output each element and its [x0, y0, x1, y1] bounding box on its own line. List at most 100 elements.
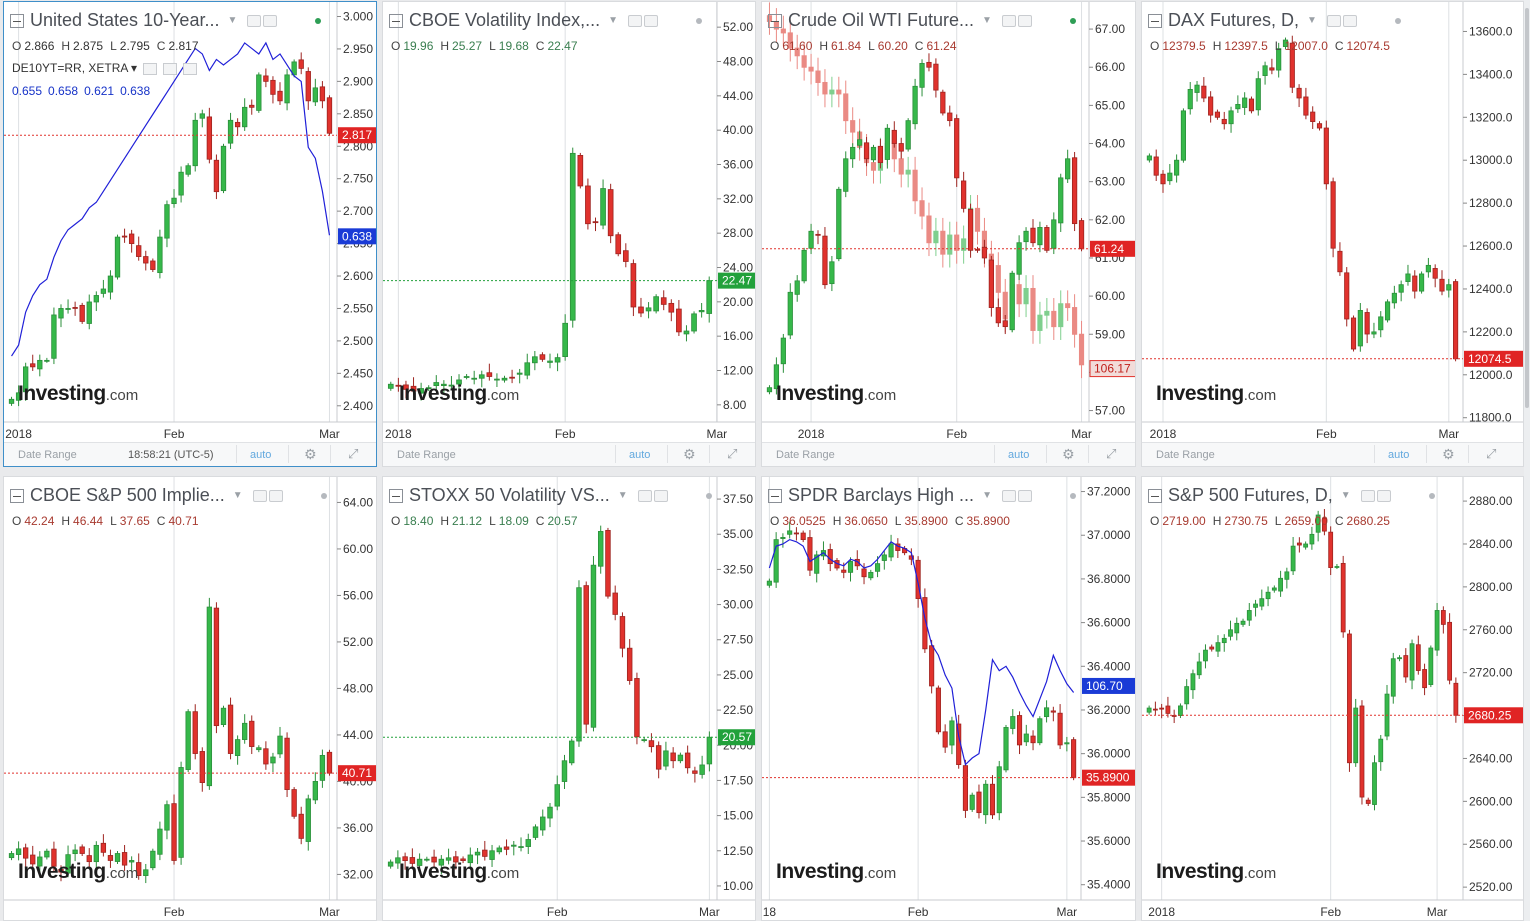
candle[interactable] [912, 85, 918, 125]
fullscreen-icon[interactable]: ⤢ [348, 446, 359, 461]
candle[interactable] [387, 861, 394, 867]
candle[interactable] [86, 301, 92, 324]
candle[interactable] [532, 826, 539, 838]
gear-icon[interactable]: ⚙ [683, 446, 696, 462]
candle[interactable] [1160, 173, 1166, 185]
candle[interactable] [58, 308, 64, 319]
candle[interactable] [1235, 104, 1241, 110]
candle[interactable] [1167, 172, 1173, 182]
candle[interactable] [494, 378, 500, 381]
candle[interactable] [612, 592, 618, 615]
candle[interactable] [199, 113, 205, 119]
candle[interactable] [1303, 543, 1309, 548]
chevron-down-icon[interactable]: ▾ [127, 61, 138, 75]
candle[interactable] [908, 555, 914, 560]
candle[interactable] [915, 559, 921, 599]
collapse-toggle[interactable] [1148, 488, 1162, 503]
candle[interactable] [1425, 264, 1431, 273]
gear-icon[interactable]: ⚙ [1062, 446, 1075, 462]
candle[interactable] [940, 91, 946, 114]
candle[interactable] [1030, 735, 1036, 744]
candle[interactable] [1246, 610, 1252, 621]
candle[interactable] [1037, 227, 1043, 246]
candle[interactable] [1290, 545, 1296, 572]
chart-panel[interactable]: 11800.0 12000.0 12200.0 12400.0 12600.0 12800… [1141, 1, 1524, 467]
candle[interactable] [114, 236, 121, 278]
candle[interactable] [441, 383, 447, 387]
gear-icon[interactable]: ⚙ [1442, 446, 1455, 462]
candle[interactable] [51, 848, 57, 867]
candle[interactable] [1234, 622, 1240, 634]
candle[interactable] [1422, 669, 1427, 689]
candle[interactable] [410, 385, 417, 392]
candle[interactable] [1378, 316, 1384, 331]
candle[interactable] [107, 855, 114, 861]
candle[interactable] [843, 158, 849, 192]
candle[interactable] [438, 858, 445, 866]
candle[interactable] [213, 607, 220, 727]
candle[interactable] [1446, 284, 1452, 291]
chevron-down-icon[interactable]: ▼ [982, 490, 992, 501]
candle[interactable] [1296, 87, 1302, 99]
candle[interactable] [312, 781, 318, 801]
candle[interactable] [298, 59, 304, 69]
copy-icon[interactable] [653, 489, 668, 502]
candle[interactable] [547, 360, 553, 363]
candle[interactable] [1269, 67, 1275, 71]
candle[interactable] [787, 291, 793, 336]
candle[interactable] [409, 857, 416, 864]
candle[interactable] [773, 364, 780, 390]
candle[interactable] [1002, 320, 1008, 328]
candle[interactable] [706, 280, 713, 314]
candle[interactable] [1440, 610, 1446, 625]
candle[interactable] [128, 233, 135, 244]
settings-icon[interactable] [143, 62, 158, 75]
candle[interactable] [699, 764, 705, 775]
candle[interactable] [933, 63, 939, 91]
candle[interactable] [467, 854, 474, 864]
candle[interactable] [822, 235, 828, 286]
candle[interactable] [424, 858, 430, 861]
candle[interactable] [877, 145, 884, 163]
candle[interactable] [1334, 566, 1340, 568]
candle[interactable] [93, 295, 99, 303]
candle[interactable] [425, 387, 432, 390]
gear-icon[interactable]: ⚙ [304, 446, 317, 462]
candle[interactable] [540, 816, 546, 831]
candle[interactable] [1248, 98, 1255, 112]
candle[interactable] [562, 322, 568, 357]
candle[interactable] [143, 256, 149, 264]
candle[interactable] [850, 146, 856, 160]
candle[interactable] [524, 362, 531, 376]
date-range-button[interactable]: Date Range [1156, 449, 1215, 461]
candle[interactable] [1276, 48, 1282, 71]
candle[interactable] [489, 850, 495, 860]
candle[interactable] [242, 106, 248, 128]
candle[interactable] [597, 531, 604, 567]
candle[interactable] [1044, 227, 1050, 251]
candle[interactable] [995, 307, 1001, 324]
settings-icon[interactable] [1001, 14, 1016, 27]
candle[interactable] [150, 850, 156, 869]
candle[interactable] [1364, 312, 1370, 335]
candle[interactable] [249, 720, 255, 747]
chart-panel[interactable]: 10.00 12.50 15.00 17.50 20.00 22.50 25.00 27.50… [382, 476, 756, 921]
candle[interactable] [227, 704, 234, 754]
candle[interactable] [503, 846, 510, 850]
candle[interactable] [547, 806, 553, 819]
candle[interactable] [107, 275, 114, 293]
candle[interactable] [962, 765, 969, 811]
candle[interactable] [402, 856, 408, 862]
candle[interactable] [532, 356, 538, 364]
candle[interactable] [1071, 739, 1077, 779]
candle[interactable] [780, 337, 786, 365]
collapse-toggle[interactable] [1148, 13, 1162, 28]
candle[interactable] [8, 853, 15, 859]
candle[interactable] [1271, 587, 1277, 591]
candle[interactable] [242, 722, 248, 740]
candle[interactable] [874, 563, 881, 572]
auto-scale-toggle[interactable]: auto [1008, 449, 1030, 461]
candle[interactable] [1208, 96, 1214, 116]
candle[interactable] [619, 616, 626, 649]
candle[interactable] [898, 143, 904, 152]
